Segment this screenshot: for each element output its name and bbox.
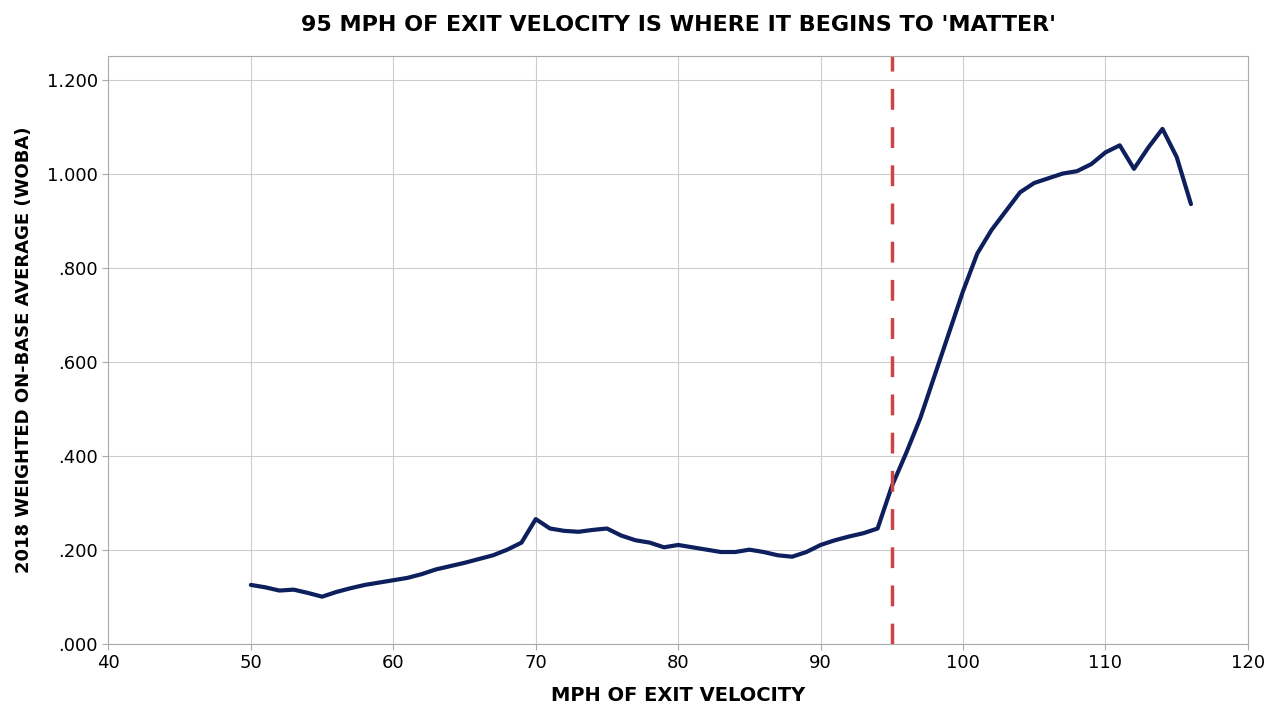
Y-axis label: 2018 WEIGHTED ON-BASE AVERAGE (WOBA): 2018 WEIGHTED ON-BASE AVERAGE (WOBA) — [15, 127, 33, 573]
X-axis label: MPH OF EXIT VELOCITY: MPH OF EXIT VELOCITY — [552, 686, 805, 705]
Title: 95 MPH OF EXIT VELOCITY IS WHERE IT BEGINS TO 'MATTER': 95 MPH OF EXIT VELOCITY IS WHERE IT BEGI… — [301, 15, 1056, 35]
